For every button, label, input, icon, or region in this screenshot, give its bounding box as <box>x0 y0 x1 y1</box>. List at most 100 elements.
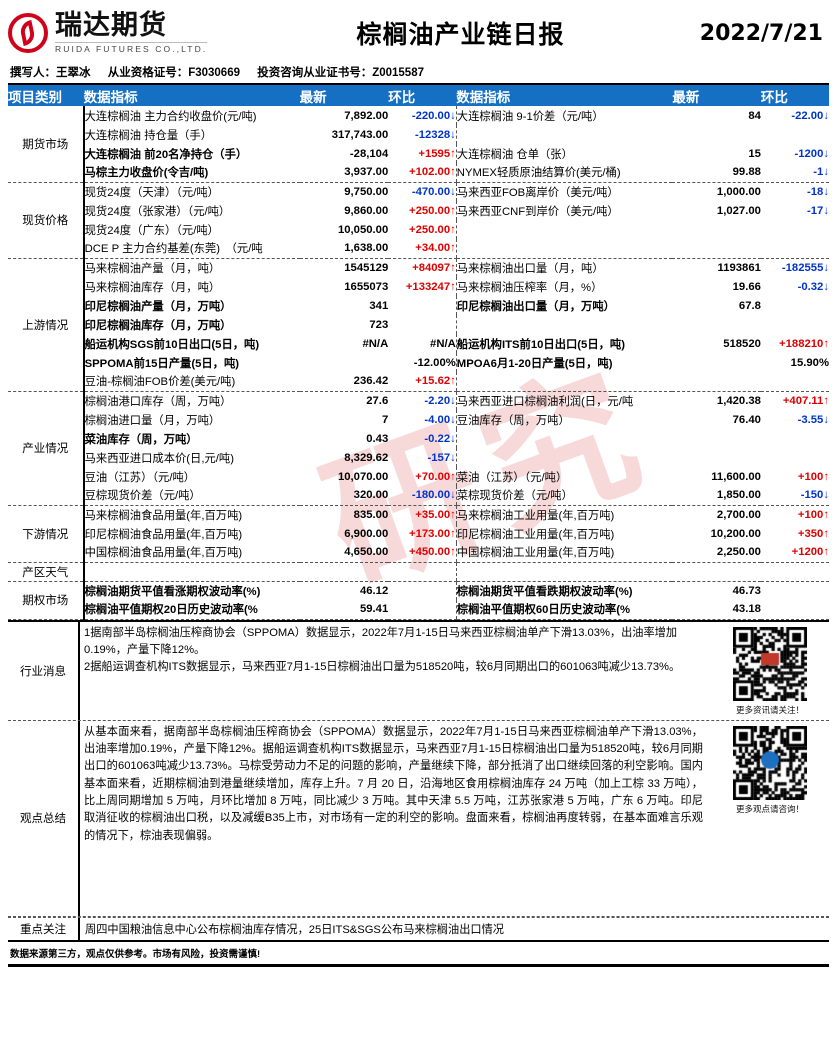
change-right: +1200↑ <box>760 543 829 563</box>
table-row: 中国棕榈油食品用量(年,百万吨) 4,650.00 +450.00↑ 中国棕榈油工业用… <box>8 543 829 563</box>
latest-right: 10,200.00 <box>710 527 761 540</box>
focus-label: 重点关注 <box>8 917 80 940</box>
indicator-left: 大连棕榈油 主力合约收盘价(元/吨) <box>84 110 257 123</box>
change-right: +188210↑ <box>779 337 829 350</box>
table-row: 印尼棕榈油产量（月，万吨） 341 印尼棕榈油出口量（月，万吨） 67.8 <box>8 296 829 315</box>
byline-cert: 从业资格证号：F3030669 <box>107 67 240 79</box>
indicator-left: 豆油-棕榈油FOB价差(美元/吨) <box>83 372 300 392</box>
latest-right: 19.66 <box>732 280 761 293</box>
indicator-right: 棕榈油期货平值看跌期权波动率(%) <box>455 581 673 600</box>
latest-right <box>672 315 761 334</box>
byline: 撰写人：王翠冰 从业资格证号：F3030669 投资咨询从业证书号：Z00155… <box>8 62 829 85</box>
category-cell: 产区天气 <box>8 562 85 582</box>
change-right <box>761 296 829 315</box>
table-row: 豆棕现货价差（元/吨） 320.00 -180.00↓ 菜棕现货价差（元/吨） 1,85… <box>8 486 829 506</box>
latest-left: 1,638.00 <box>299 239 389 259</box>
latest-left: -28,104 <box>349 147 389 160</box>
table-row: 棕榈油进口量（月，万吨） 7 -4.00↓ 豆油库存（周，万吨） 76.40 -3.55↓ <box>8 410 829 429</box>
indicator-right: 马来西亚进口棕榈油利润(日，元/吨 <box>455 391 673 410</box>
col-change-left: 环比 <box>388 85 457 106</box>
data-table: 项目类别 数据指标 最新 环比 数据指标 最新 环比 期货市场 大连棕榈油 主力合… <box>8 85 829 620</box>
industry-news-label: 行业消息 <box>8 621 80 720</box>
indicator-right: 大连棕榈油 9-1价差（元/吨） <box>455 106 673 125</box>
latest-left: 8,329.62 <box>344 451 389 464</box>
col-indicator-left: 数据指标 <box>83 85 300 106</box>
latest-right: 67.8 <box>738 299 761 312</box>
indicator-right <box>455 429 673 448</box>
qr-code-summary-icon[interactable] <box>733 725 807 800</box>
indicator-right: MPOA6月1-20日产量(5日，吨) <box>455 353 673 372</box>
indicator-right: 马来棕榈油出口量（月，吨） <box>455 258 673 277</box>
report-date: 2022/7/21 <box>699 20 823 46</box>
change-right: +407.11↑ <box>782 394 829 407</box>
change-left <box>388 581 456 600</box>
latest-left: 9,750.00 <box>344 185 389 198</box>
table-row: 期权市场 棕榈油期货平值看涨期权波动率(%) 46.12 棕榈油期货平值看跌期权波动率… <box>8 581 829 620</box>
change-right: -18↓ <box>807 185 829 198</box>
table-row: 印尼棕榈油食品用量(年,百万吨) 6,900.00 +173.00↑ 印尼棕榈油工业用… <box>8 524 829 543</box>
table-body: 期货市场 大连棕榈油 主力合约收盘价(元/吨) 7,892.00 -220.00↓ 大连… <box>8 106 829 620</box>
change-left: +34.00↑ <box>388 239 457 259</box>
change-left: +70.00↑ <box>415 470 456 483</box>
indicator-right <box>455 125 673 144</box>
indicator-right: 马来棕榈油工业用量(年,百万吨) <box>455 505 673 524</box>
indicator-left: 印尼棕榈油产量（月，万吨） <box>84 300 232 313</box>
table-row: 豆油-棕榈油FOB价差(美元/吨) 236.42 +15.62↑ <box>8 372 829 392</box>
latest-left: 723 <box>369 318 389 331</box>
table-row: 大连棕榈油 持仓量（手） 317,743.00 -12328↓ <box>8 125 829 144</box>
change-right: -1↓ <box>760 163 829 183</box>
change-right: -3.55↓ <box>797 413 829 426</box>
latest-right <box>672 562 761 582</box>
change-right: +100↑ <box>797 470 829 483</box>
indicator-left: SPPOMA前15日产量(5日，吨) <box>84 357 240 370</box>
col-latest-right: 最新 <box>672 85 761 106</box>
latest-left: 0.43 <box>366 432 389 445</box>
change-right: +100↑ <box>797 508 829 521</box>
change-left <box>388 562 457 582</box>
latest-left: 10,050.00 <box>337 223 389 236</box>
indicator-left: 棕榈油进口量（月，万吨） <box>84 414 221 427</box>
change-left: -0.22↓ <box>424 432 456 445</box>
col-category: 项目类别 <box>8 85 84 106</box>
indicator-right: 棕榈油平值期权60日历史波动率(% <box>455 600 673 620</box>
latest-right <box>672 372 761 392</box>
change-right: +350↑ <box>797 527 829 540</box>
latest-left: 27.6 <box>366 394 389 407</box>
latest-left: 4,650.00 <box>299 543 389 563</box>
indicator-left: 棕榈油港口库存（周，万吨） <box>84 395 232 408</box>
indicator-left: 豆棕现货价差（元/吨） <box>83 486 300 506</box>
indicator-left: DCE P 主力合约基差(东莞) （元/吨 <box>83 239 300 259</box>
latest-right <box>672 220 761 239</box>
table-header-row: 项目类别 数据指标 最新 环比 数据指标 最新 环比 <box>8 85 829 106</box>
change-right <box>760 600 829 620</box>
category-cell: 期货市场 <box>8 106 85 183</box>
industry-news-block: 行业消息 1据南部半岛棕榈油压榨商协会（SPPOMA）数据显示，2022年7月1… <box>8 621 829 721</box>
change-left: +173.00↑ <box>408 527 456 540</box>
table-row: 马来西亚进口成本价(日,元/吨) 8,329.62 -157↓ <box>8 448 829 467</box>
latest-left: 835.00 <box>353 508 389 521</box>
table-row: 下游情况 马来棕榈油食品用量(年,百万吨) 835.00 +35.00↑ 马来棕榈油工业… <box>8 505 829 563</box>
latest-left <box>299 562 389 582</box>
latest-right: 99.88 <box>672 163 761 183</box>
change-left <box>388 315 456 334</box>
latest-left: 10,070.00 <box>337 470 389 483</box>
latest-left: 1655073 <box>344 280 389 293</box>
change-left: -4.00↓ <box>424 413 456 426</box>
latest-right: 84 <box>748 109 761 122</box>
indicator-right <box>455 315 673 334</box>
table-row: 马来棕榈油库存（月，吨） 1655073 +133247↑ 马来棕榈油压榨率（月，%）… <box>8 277 829 296</box>
qr-code-news-icon[interactable] <box>733 626 807 701</box>
latest-right: 76.40 <box>732 413 761 426</box>
change-right: -0.32↓ <box>797 280 829 293</box>
latest-right <box>672 125 761 144</box>
latest-right: 2,250.00 <box>672 543 761 563</box>
change-right <box>761 429 829 448</box>
change-left: +1595↑ <box>418 147 456 160</box>
latest-right: 2,700.00 <box>716 508 761 521</box>
focus-row: 重点关注 周四中国粮油信息中心公布棕榈油库存情况，25日ITS&SGS公布马来棕… <box>8 916 829 942</box>
table-row: 豆油（江苏）（元/吨） 10,070.00 +70.00↑ 菜油（江苏）（元/吨） 11… <box>8 467 829 486</box>
change-left: -470.00↓ <box>411 185 456 198</box>
byline-author: 撰写人：王翠冰 <box>10 67 91 79</box>
change-left: -180.00↓ <box>388 486 457 506</box>
